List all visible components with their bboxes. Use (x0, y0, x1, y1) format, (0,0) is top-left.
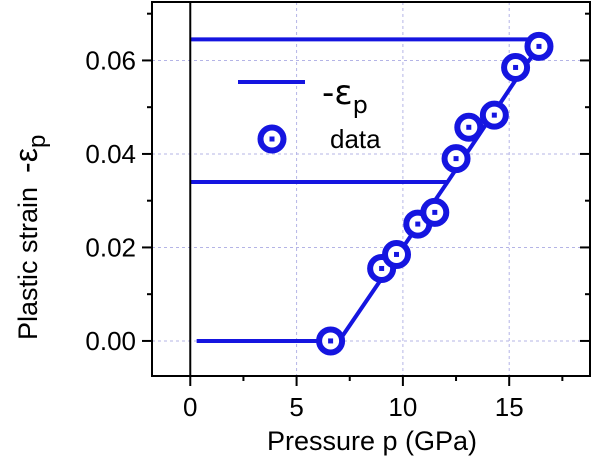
y-tick-label: 0.02 (85, 232, 136, 262)
y-tick-label: 0.04 (85, 139, 136, 169)
x-tick-label: 10 (388, 392, 417, 422)
data-point (454, 112, 484, 142)
data-point (479, 100, 509, 130)
plot-frame (151, 1, 591, 377)
data-point (420, 197, 450, 227)
y-axis-title: Plastic strain-εp (8, 135, 51, 340)
x-tick-label: 5 (289, 392, 303, 422)
legend-marker-swatch (257, 124, 287, 154)
legend-marker (257, 124, 287, 154)
data-point (524, 31, 554, 61)
y-tick-label: 0.06 (85, 45, 136, 75)
x-tick-label: 0 (183, 392, 197, 422)
axes: 0 5 10 15 0.00 0.02 0.04 0.06 (85, 1, 591, 422)
x-axis-title: Pressure p (GPa) (267, 426, 477, 456)
data-point (501, 52, 531, 82)
data-markers (316, 31, 554, 356)
y-tick-label: 0.00 (85, 326, 136, 356)
legend-data-label: data (330, 124, 381, 154)
data-point (382, 239, 412, 269)
legend: -εp data (238, 73, 381, 154)
data-point (441, 144, 471, 174)
legend-series-label: -εp (322, 73, 368, 119)
axis-titles: Pressure p (GPa) Plastic strain-εp (8, 135, 477, 456)
series-lines (190, 37, 541, 343)
data-point (316, 326, 346, 356)
x-tick-label: 15 (495, 392, 524, 422)
